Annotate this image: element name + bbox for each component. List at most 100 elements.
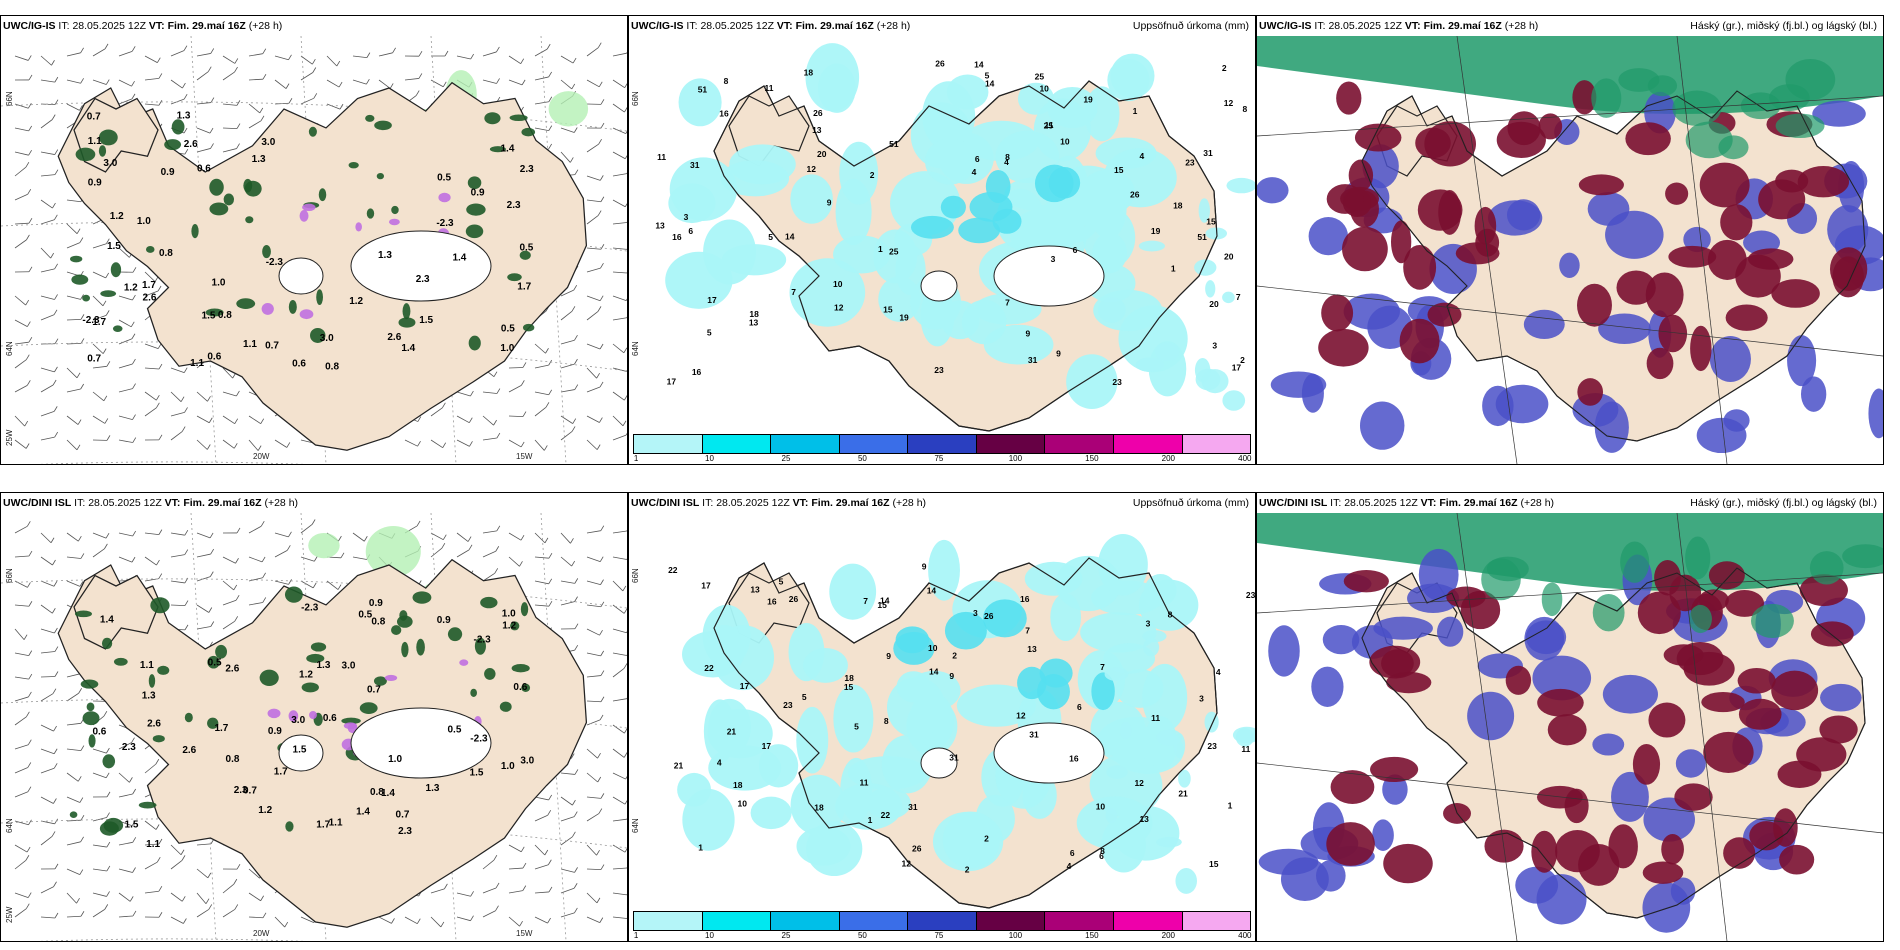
wind-barb: [586, 415, 600, 423]
wind-barb-flag: [337, 584, 342, 590]
wind-barb-flag: [25, 161, 30, 168]
field-blob: [1198, 198, 1210, 223]
field-blob: [796, 706, 829, 774]
wind-barb: [482, 79, 497, 84]
wind-barb: [170, 604, 186, 606]
field-blob: [881, 735, 933, 794]
wind-barb-flag: [104, 43, 109, 50]
wind-barb-flag: [574, 623, 579, 629]
field-blob: [1343, 569, 1389, 593]
wind-barb: [144, 367, 159, 370]
wind-barb: [560, 389, 575, 393]
field-blob: [1505, 665, 1532, 695]
wind-barb-flag: [597, 42, 602, 48]
field-blob: [910, 215, 954, 239]
value-label: 0.5: [501, 324, 515, 335]
map-wind-bottom[interactable]: 0.50.60.70.80.91.01.11.21.31.41.51.72.32…: [1, 513, 627, 941]
wind-barb-flag: [548, 578, 553, 585]
field-blob: [299, 210, 309, 222]
wind-barb-flag: [183, 45, 188, 51]
wind-barb-flag: [496, 78, 500, 84]
map-precip-bottom[interactable]: 1234567891011121314151617182122232631123…: [629, 513, 1255, 941]
wind-barb: [66, 223, 78, 234]
colorbar-segment: [634, 435, 703, 453]
wind-barb: [560, 339, 575, 345]
field-blob: [438, 192, 451, 203]
field-blob: [1091, 672, 1115, 711]
value-label: 10: [928, 643, 938, 653]
field-blob: [1832, 256, 1864, 298]
wind-barb: [40, 219, 55, 225]
wind-barb: [586, 916, 600, 923]
wind-barb-flag: [54, 76, 59, 83]
field-blob: [112, 325, 123, 332]
wind-barb: [248, 415, 261, 424]
wind-barb: [274, 580, 289, 585]
wind-barb: [14, 744, 29, 750]
value-label: 4: [1004, 157, 1009, 167]
map-cloud-top[interactable]: [1257, 36, 1883, 464]
wind-barb-flag: [262, 597, 267, 603]
grid-line: [190, 36, 217, 464]
field-blob: [708, 698, 751, 755]
field-blob: [480, 596, 498, 609]
field-blob: [459, 659, 469, 666]
field-blob: [958, 217, 1001, 244]
wind-barb: [482, 859, 495, 870]
field-blob: [1820, 683, 1862, 712]
wind-barb: [14, 295, 26, 306]
wind-barb-flag: [131, 93, 136, 100]
field-blob: [98, 145, 107, 157]
value-label: 17: [740, 681, 750, 691]
wind-barb: [92, 365, 107, 369]
field-blob: [1594, 401, 1629, 453]
wind-barb: [456, 55, 471, 60]
wind-barb-flag: [236, 527, 241, 534]
wind-barb-flag: [105, 272, 110, 279]
wind-barb-flag: [469, 441, 473, 447]
wind-barb: [612, 52, 627, 57]
wind-barb: [14, 359, 27, 369]
value-label: 18: [733, 780, 743, 790]
field-blob: [1738, 698, 1782, 730]
map-wind-top[interactable]: 0.5 0.6 0.7 0.8 0.9 1.0 1.1 1.2 1.3 1.4 1.5 1.7 2.3 2…: [1, 36, 627, 464]
wind-barb: [14, 341, 29, 345]
wind-barb-flag: [284, 921, 289, 928]
field-blob: [1222, 291, 1235, 304]
colorbar-tick: 150: [1085, 454, 1099, 463]
field-blob: [1138, 240, 1166, 252]
wind-barb: [326, 55, 338, 67]
value-label: 1.5: [125, 819, 139, 830]
field-blob: [467, 176, 482, 190]
field-blob: [1709, 336, 1751, 383]
field-blob: [1507, 111, 1541, 146]
wind-barb-flag: [105, 772, 110, 778]
value-label: 3.0: [320, 333, 334, 344]
grid-line: [1257, 285, 1883, 357]
wind-barb-flag: [574, 596, 578, 602]
wind-barb-flag: [210, 621, 215, 627]
value-label: 1.4: [100, 614, 114, 625]
field-blob: [1427, 302, 1462, 327]
map-precip-top[interactable]: 1234567891011121314151617181920232526315…: [629, 36, 1255, 464]
wind-barb: [404, 439, 418, 447]
field-blob: [1771, 279, 1820, 308]
value-label: 0.9: [437, 615, 451, 626]
map-cloud-bottom[interactable]: [1257, 513, 1883, 941]
field-blob: [1399, 318, 1440, 364]
wind-barb: [40, 676, 56, 678]
wind-barb: [300, 916, 314, 923]
wind-barb-flag: [102, 348, 107, 354]
value-label: 51: [1197, 232, 1207, 242]
wind-barb-flag: [441, 542, 446, 549]
field-blob: [1342, 226, 1388, 272]
value-label: 2.6: [387, 332, 401, 343]
wind-barb: [482, 550, 496, 558]
value-label: 1.7: [92, 317, 106, 328]
wind-barb-flag: [493, 371, 498, 377]
wind-barb: [14, 696, 29, 702]
wind-barb: [144, 407, 157, 417]
wind-barb-flag: [207, 396, 211, 402]
wind-barb-flag: [184, 549, 189, 555]
wind-barb: [196, 892, 207, 904]
